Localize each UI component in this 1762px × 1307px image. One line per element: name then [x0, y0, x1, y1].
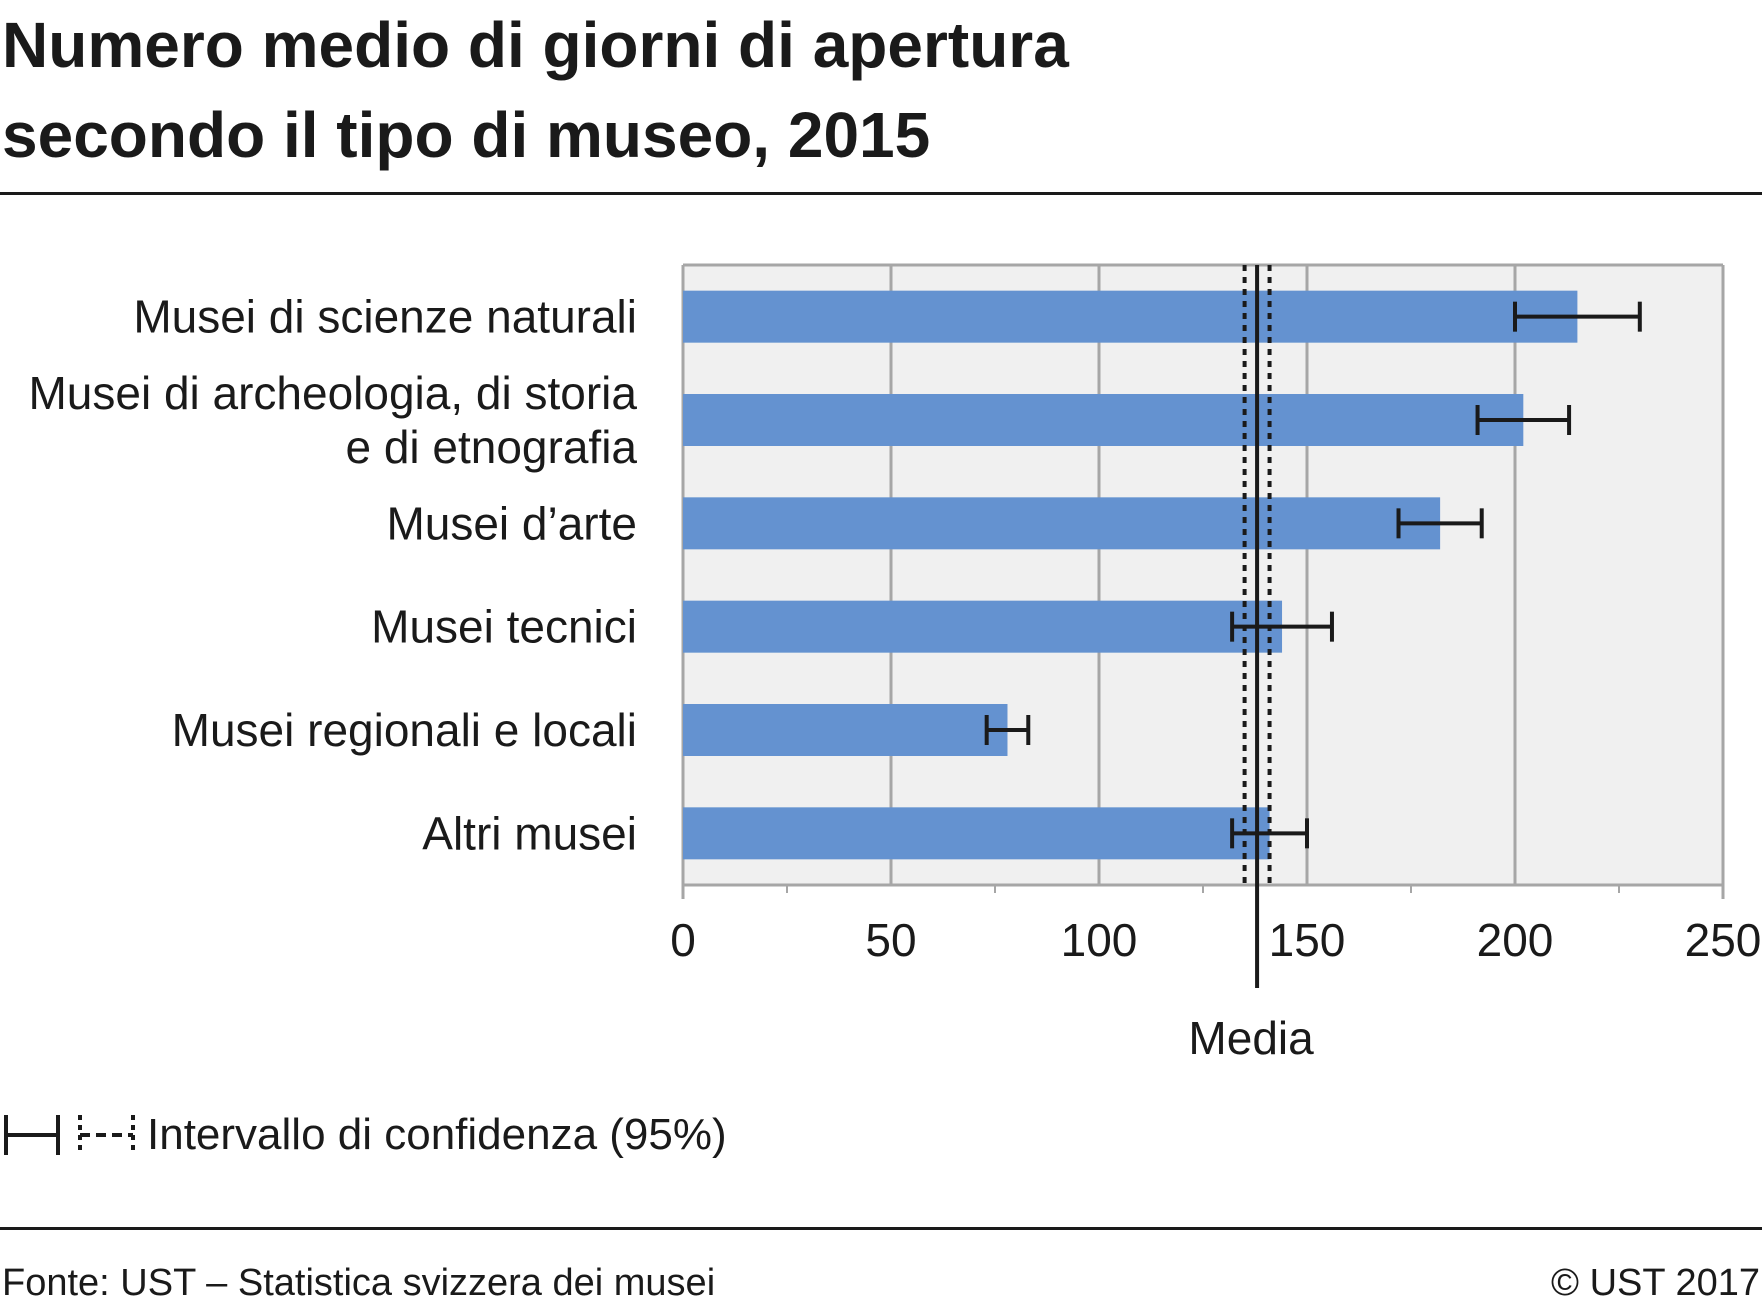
x-tick-label: 200: [1477, 914, 1554, 966]
confidence-interval-legend-icon: [4, 1115, 135, 1155]
bar-chart: Musei di scienze naturali Musei di archeo…: [28, 263, 1762, 1064]
legend-label: Intervallo di confidenza (95%): [147, 1110, 727, 1159]
x-tick-label: 250: [1685, 914, 1762, 966]
x-tick-label: 0: [670, 914, 696, 966]
top-rule: [0, 192, 1762, 195]
x-tick-label: 150: [1269, 914, 1346, 966]
category-label: Altri musei: [422, 807, 637, 859]
chart-title-line-1: Numero medio di giorni di apertura: [2, 9, 1069, 81]
category-label: Musei regionali e locali: [172, 704, 637, 756]
category-label: Musei tecnici: [371, 601, 637, 653]
legend: Intervallo di confidenza (95%): [0, 1110, 727, 1160]
bar: [683, 600, 1283, 653]
bar: [683, 290, 1578, 343]
category-label: Musei di scienze naturali: [133, 291, 637, 343]
category-label: e di etnografia: [345, 421, 637, 473]
mean-label: Media: [1188, 1012, 1314, 1064]
bar: [683, 704, 1008, 756]
category-label: Musei d’arte: [386, 497, 637, 549]
bottom-rule: [0, 1227, 1762, 1230]
chart-title: Numero medio di giorni di apertura secon…: [2, 0, 1302, 180]
copyright-note: © UST 2017: [1551, 1262, 1760, 1304]
bar: [683, 394, 1524, 446]
bar: [683, 807, 1270, 860]
plot-area: [683, 265, 1723, 885]
chart-title-line-2: secondo il tipo di museo, 2015: [2, 99, 931, 171]
x-tick-label: 50: [865, 914, 916, 966]
source-note: Fonte: UST – Statistica svizzera dei mus…: [2, 1262, 716, 1304]
category-label: Musei di archeologia, di storia: [28, 367, 637, 419]
x-tick-label: 100: [1061, 914, 1138, 966]
bar: [683, 497, 1441, 550]
